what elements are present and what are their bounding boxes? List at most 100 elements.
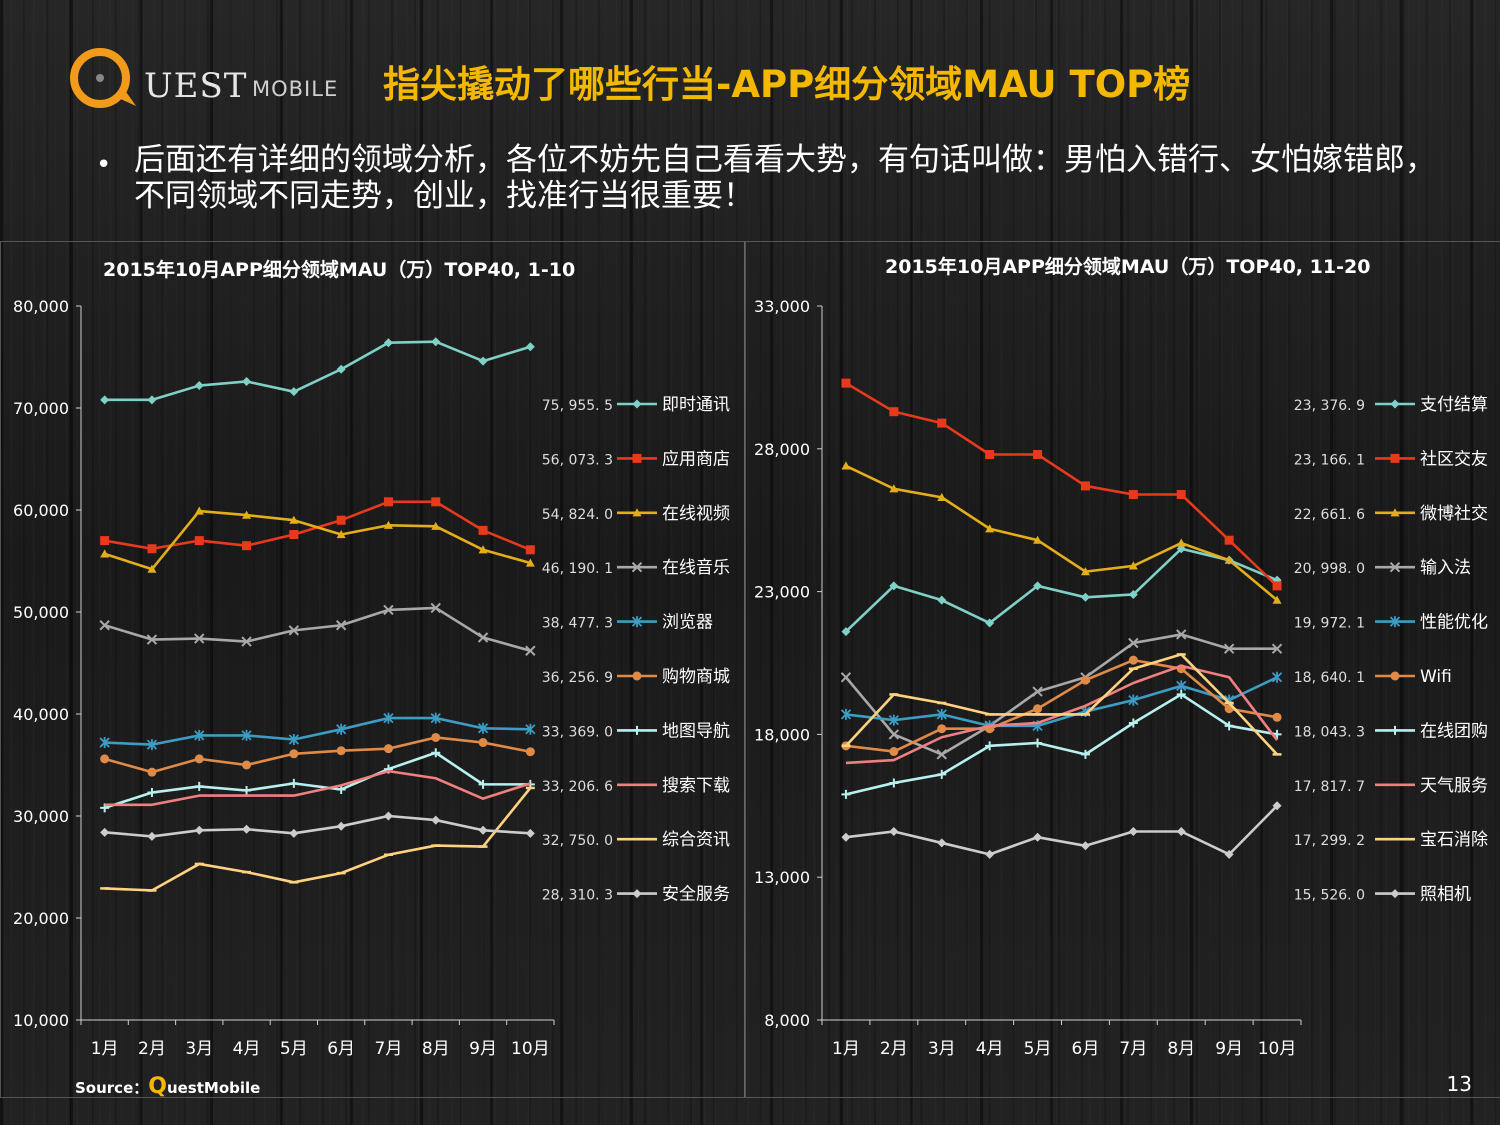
data-point [888,729,900,740]
data-point [1224,721,1234,731]
data-point [147,767,157,777]
data-point [1272,595,1282,604]
y-tick-label: 30,000 [13,807,69,826]
data-point [477,722,489,734]
data-point [985,849,995,859]
legend-value: 20, 998. 0 [1294,561,1365,577]
data-point [242,541,252,551]
data-point [147,788,157,798]
x-tick-label: 3月 [928,1039,956,1059]
data-point [937,595,947,605]
data-point [525,828,535,838]
data-point [1224,535,1234,545]
data-point [242,510,252,519]
y-tick-label: 18,000 [754,725,810,744]
legend-name: 宝石消除 [1420,830,1488,850]
legend-value: 23, 376. 9 [1294,398,1365,414]
source-note: Source：QuestMobile [75,1074,260,1099]
x-tick-label: 9月 [1215,1039,1243,1059]
x-tick-label: 4月 [976,1039,1004,1059]
series-line [104,751,531,810]
y-tick-label: 80,000 [13,297,69,316]
legend-marker [631,616,643,628]
legend-name: 天气服务 [1420,776,1488,796]
data-point [1033,832,1043,842]
legend-name: 应用商店 [662,449,730,469]
data-point [383,497,393,507]
data-point [478,525,488,535]
data-point [383,712,394,724]
data-point [1176,827,1186,837]
data-point [194,381,204,391]
data-point [1033,738,1043,748]
data-point [100,395,110,405]
data-point [336,515,346,525]
data-point [936,708,947,720]
legend-marker [632,725,642,735]
data-point [99,737,110,749]
data-point [1128,589,1138,599]
data-point [1176,629,1187,640]
data-point [288,625,300,636]
data-point [288,734,299,745]
data-point [840,672,852,683]
data-point [100,827,110,837]
data-point [478,825,488,835]
legend-value: 33, 369. 0 [542,724,613,740]
data-point [147,395,157,405]
data-point [1080,567,1090,576]
series-line [104,606,531,653]
legend-value: 18, 640. 1 [1294,670,1365,686]
data-point [525,558,535,567]
x-tick-label: 2月 [880,1039,908,1059]
data-point [889,827,899,837]
series-line [844,633,1278,756]
legend-marker [1390,453,1400,463]
data-point [100,754,110,764]
data-point [1128,694,1139,706]
chart-title-right: 2015年10月APP细分领域MAU（万）TOP40, 11-20 [885,256,1371,278]
legend-marker [632,889,642,899]
data-point [985,618,995,628]
data-point [525,545,535,555]
data-point [1080,675,1090,685]
data-point [1272,581,1282,591]
data-point [194,633,205,644]
data-point [1224,555,1234,564]
data-point [336,746,346,756]
legend-name: 在线视频 [662,504,730,524]
data-point [100,536,110,546]
legend-value: 18, 043. 3 [1294,724,1365,740]
legend-name: 在线音乐 [662,558,730,578]
x-tick-label: 5月 [1024,1039,1052,1059]
series-line [104,769,531,807]
data-point [889,747,899,757]
x-tick-label: 7月 [1119,1039,1147,1059]
data-point [1128,489,1138,499]
data-point [100,549,110,558]
data-point [383,604,394,616]
x-tick-label: 9月 [469,1039,497,1059]
data-point [1080,749,1090,759]
data-point [525,645,536,656]
data-point [478,738,488,748]
data-point [242,824,252,834]
data-point [241,729,252,741]
bullet-text: 后面还有详细的领域分析，各位不妨先自己看看大势，有句话叫做：男怕入错行、女怕嫁错… [134,142,1436,214]
x-tick-label: 6月 [1072,1039,1100,1059]
data-point [985,524,995,533]
legend-marker [1390,399,1400,409]
logo-brand: UEST [144,66,248,106]
x-tick-label: 6月 [327,1039,355,1059]
data-point [383,338,393,348]
legend-marker [1389,616,1401,628]
legend-name: 输入法 [1420,558,1471,578]
legend-value: 22, 661. 6 [1294,507,1365,523]
data-point [147,831,157,841]
data-point [840,708,852,720]
data-point [985,741,995,751]
legend-name: 在线团购 [1420,721,1488,741]
series-line [844,653,1279,756]
data-point [289,529,299,539]
data-point [1176,680,1187,692]
